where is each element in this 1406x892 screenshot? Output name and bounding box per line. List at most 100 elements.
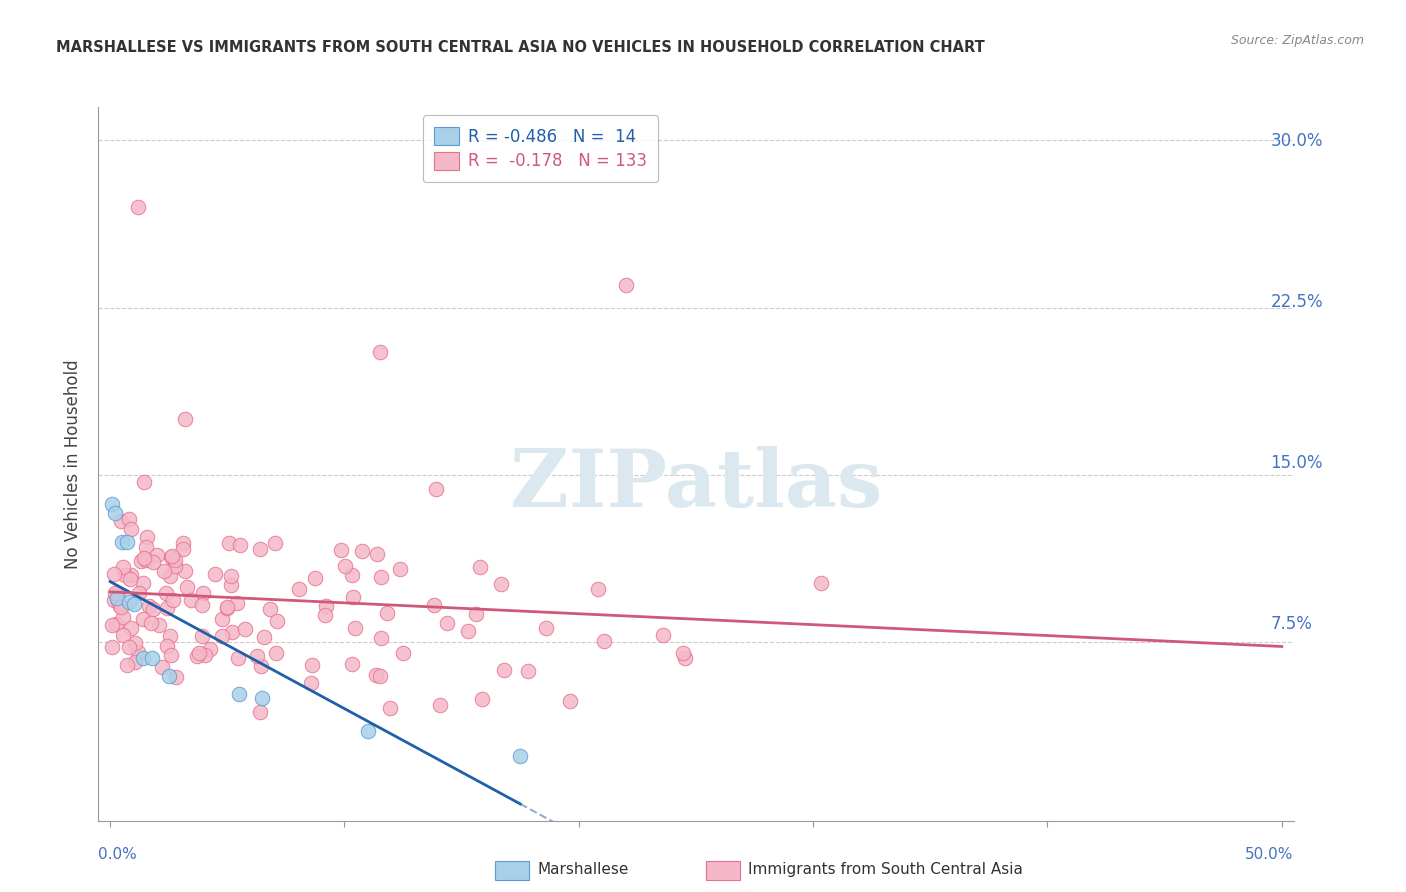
Legend: R = -0.486   N =  14, R =  -0.178   N = 133: R = -0.486 N = 14, R = -0.178 N = 133 bbox=[461, 115, 697, 182]
Point bbox=[292, 631, 315, 645]
Point bbox=[201, 196, 224, 211]
Point bbox=[259, 609, 281, 624]
Point bbox=[231, 627, 253, 641]
Point bbox=[477, 676, 499, 690]
Point bbox=[620, 564, 643, 578]
Point bbox=[232, 532, 254, 546]
Point bbox=[205, 558, 228, 572]
Point bbox=[232, 574, 254, 589]
Point bbox=[187, 607, 209, 622]
Point bbox=[281, 582, 304, 597]
Point bbox=[186, 581, 208, 595]
Point bbox=[422, 552, 444, 566]
Point bbox=[194, 554, 217, 568]
Point bbox=[626, 614, 648, 628]
Point bbox=[233, 536, 256, 550]
Point bbox=[180, 491, 202, 505]
Point bbox=[198, 634, 221, 648]
Y-axis label: No Vehicles in Household: No Vehicles in Household bbox=[65, 345, 83, 556]
Point bbox=[285, 560, 308, 574]
Point bbox=[222, 639, 245, 653]
Point bbox=[645, 271, 668, 285]
Point bbox=[291, 577, 314, 591]
Point bbox=[373, 581, 395, 595]
Point bbox=[396, 572, 419, 586]
Text: Immigrants from South Central Asia: Immigrants from South Central Asia bbox=[748, 863, 1024, 877]
Point bbox=[361, 553, 384, 567]
Point bbox=[572, 601, 595, 615]
Point bbox=[287, 605, 309, 619]
Point bbox=[187, 591, 209, 605]
Point bbox=[260, 567, 283, 582]
Point bbox=[183, 575, 205, 590]
Point bbox=[242, 520, 264, 534]
Point bbox=[194, 601, 217, 615]
Point bbox=[235, 648, 257, 663]
Point bbox=[193, 576, 215, 591]
Point bbox=[177, 620, 200, 634]
Point bbox=[259, 579, 281, 593]
Point bbox=[193, 620, 215, 634]
Point bbox=[243, 546, 266, 560]
Point bbox=[226, 567, 249, 582]
Point bbox=[422, 648, 444, 662]
Point bbox=[193, 496, 215, 510]
Point bbox=[443, 626, 465, 640]
Point bbox=[187, 543, 209, 558]
Point bbox=[314, 669, 336, 683]
Point bbox=[233, 542, 256, 557]
Point bbox=[360, 637, 382, 651]
Point bbox=[202, 537, 225, 551]
Point bbox=[347, 564, 370, 578]
Point bbox=[249, 574, 271, 589]
Text: Source: ZipAtlas.com: Source: ZipAtlas.com bbox=[1230, 34, 1364, 47]
Text: 50.0%: 50.0% bbox=[1246, 847, 1294, 863]
Point bbox=[419, 531, 441, 545]
Point bbox=[194, 506, 217, 520]
Point bbox=[177, 599, 200, 613]
Point bbox=[256, 625, 278, 640]
Point bbox=[534, 642, 557, 657]
Point bbox=[186, 499, 208, 513]
Point bbox=[328, 594, 350, 608]
Point bbox=[371, 589, 394, 603]
Point bbox=[312, 525, 335, 540]
Point bbox=[219, 599, 242, 613]
Point bbox=[824, 558, 846, 572]
Point bbox=[180, 598, 202, 612]
Point bbox=[482, 597, 505, 611]
Point bbox=[298, 602, 321, 616]
Point bbox=[184, 580, 207, 594]
Point bbox=[531, 558, 554, 573]
Point bbox=[214, 538, 236, 552]
Point bbox=[326, 626, 349, 640]
Point bbox=[439, 545, 461, 559]
Point bbox=[312, 682, 335, 697]
Point bbox=[396, 550, 419, 565]
Point bbox=[205, 460, 228, 475]
Point bbox=[309, 628, 332, 642]
Point bbox=[292, 665, 315, 679]
Point bbox=[679, 608, 702, 623]
Point bbox=[225, 547, 247, 561]
Point bbox=[229, 551, 252, 566]
Point bbox=[283, 519, 305, 533]
Point bbox=[208, 514, 231, 528]
Text: ZIPatlas: ZIPatlas bbox=[534, 432, 907, 510]
Point bbox=[405, 527, 427, 541]
Text: 0.0%: 0.0% bbox=[98, 847, 138, 863]
Point bbox=[321, 582, 343, 597]
Point bbox=[411, 701, 433, 715]
Point bbox=[179, 574, 201, 588]
Point bbox=[271, 549, 294, 564]
Point bbox=[502, 604, 524, 618]
Point bbox=[194, 550, 217, 565]
Point bbox=[212, 597, 235, 611]
Point bbox=[214, 582, 236, 597]
Point bbox=[177, 482, 200, 496]
Point bbox=[470, 580, 492, 594]
Point bbox=[427, 587, 450, 601]
Text: Marshallese: Marshallese bbox=[537, 863, 628, 877]
Point bbox=[226, 618, 249, 632]
Point bbox=[226, 582, 249, 596]
